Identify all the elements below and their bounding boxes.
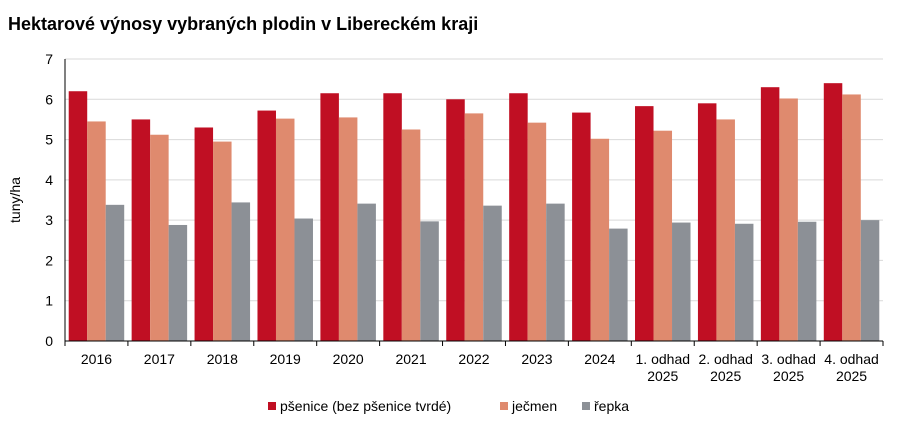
bar — [231, 202, 251, 341]
x-tick-label: 2016 — [81, 351, 112, 367]
x-tick-label: 1. odhad — [636, 351, 691, 367]
bar — [860, 220, 880, 341]
bars — [68, 83, 880, 342]
x-tick-label: 2020 — [333, 351, 364, 367]
x-tick-label: 2019 — [270, 351, 301, 367]
bar — [275, 118, 295, 341]
bar — [779, 98, 798, 341]
x-tick-label: 3. odhad — [761, 351, 816, 367]
legend-swatch — [268, 402, 276, 410]
legend-swatch — [500, 402, 508, 410]
x-tick-label: 2. odhad — [698, 351, 753, 367]
x-tick-label: 2025 — [647, 368, 678, 384]
bar — [338, 117, 358, 342]
x-tick-label: 2025 — [710, 368, 741, 384]
legend-label: řepka — [594, 398, 629, 414]
bar — [697, 103, 717, 341]
bar — [294, 218, 313, 341]
legend-label: pšenice (bez pšenice tvrdé) — [280, 398, 451, 414]
y-tick-label: 5 — [45, 132, 53, 148]
x-tick-label: 2017 — [144, 351, 175, 367]
bar — [653, 130, 673, 341]
bar — [572, 112, 591, 341]
bar — [320, 93, 339, 341]
bar — [509, 93, 528, 341]
x-tick-label: 2023 — [521, 351, 552, 367]
bar — [546, 203, 565, 341]
bar — [446, 99, 465, 342]
y-tick-label: 1 — [45, 293, 53, 309]
bar — [213, 141, 232, 341]
y-axis-title: tuny/ha — [7, 177, 23, 223]
x-tick-label: 2018 — [207, 351, 238, 367]
y-tick-label: 7 — [45, 51, 53, 67]
bar — [150, 134, 169, 341]
bar — [609, 228, 628, 341]
x-tick-label: 2025 — [773, 368, 804, 384]
bar — [257, 110, 276, 342]
bar — [635, 106, 654, 342]
bar — [464, 113, 484, 341]
y-tick-label: 6 — [45, 91, 53, 107]
bar — [357, 203, 376, 341]
bar — [760, 87, 780, 341]
bar — [734, 223, 754, 341]
bar — [797, 221, 817, 341]
legend: pšenice (bez pšenice tvrdé) ječmen řepka — [268, 398, 629, 414]
bar — [842, 94, 861, 341]
bar — [483, 205, 502, 341]
bar — [672, 222, 691, 341]
y-tick-label: 0 — [45, 333, 53, 349]
bar — [716, 119, 735, 341]
bar — [194, 127, 214, 341]
y-tick-label: 3 — [45, 212, 53, 228]
x-tick-label: 2022 — [458, 351, 489, 367]
bar — [131, 119, 151, 341]
x-tick-label: 2021 — [395, 351, 426, 367]
bar — [527, 122, 547, 341]
x-tick-label: 4. odhad — [824, 351, 879, 367]
y-tick-label: 4 — [45, 172, 53, 188]
bar — [401, 129, 421, 341]
x-tick-label: 2024 — [584, 351, 615, 367]
chart-title: Hektarové výnosy vybraných plodin v Libe… — [8, 14, 479, 34]
bar — [823, 83, 843, 342]
legend-swatch — [582, 402, 590, 410]
axes: tuny/ha 0 1 2 3 4 5 6 7 2016 2017 2018 2019 2020 2021… — [7, 51, 884, 384]
bar — [168, 224, 188, 341]
x-tick-label: 2025 — [836, 368, 867, 384]
legend-label: ječmen — [511, 398, 557, 414]
bar — [383, 93, 402, 341]
y-tick-label: 2 — [45, 252, 53, 268]
bar — [420, 221, 439, 341]
bar — [68, 91, 88, 341]
bar — [590, 138, 610, 341]
bar — [105, 204, 125, 341]
bar — [87, 121, 106, 341]
